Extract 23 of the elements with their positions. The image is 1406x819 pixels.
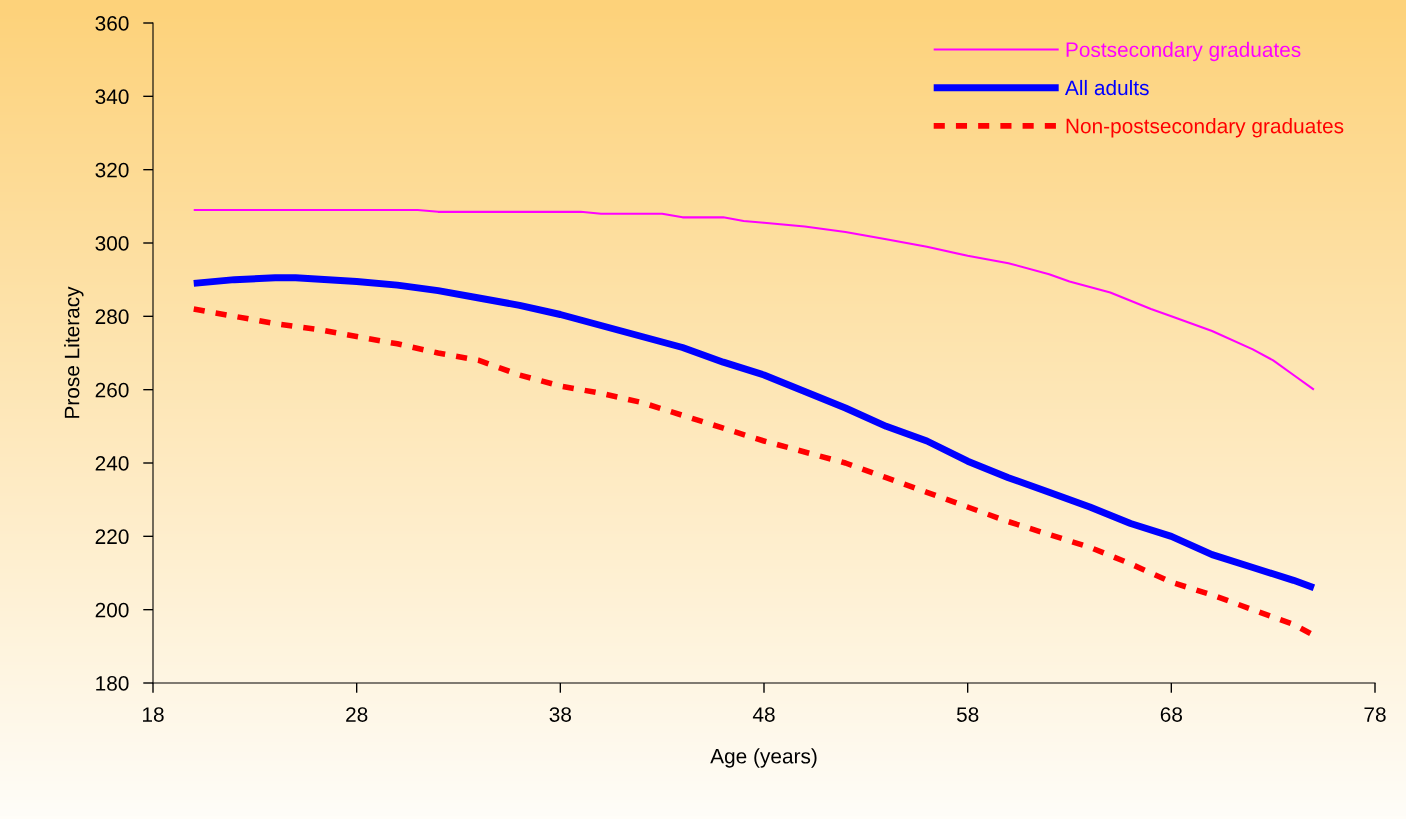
line-series <box>192 208 1315 391</box>
y-tick-label: 360 <box>95 16 129 31</box>
text: Non-postsecondary graduates <box>1066 118 1344 138</box>
y-tick-label: 340 <box>95 89 129 105</box>
x-tick-label: 48 <box>752 707 775 722</box>
x-tick-label: 58 <box>956 707 979 722</box>
x-tick-label: 38 <box>549 707 572 722</box>
y-tick-label: 240 <box>95 456 129 471</box>
y-axis-title: Prose Literacy <box>64 286 84 418</box>
y-tick-label: 280 <box>95 309 129 325</box>
y-tick-label: 200 <box>95 602 129 618</box>
x-axis-title: Age (years) <box>710 748 817 768</box>
x-tick-label: 18 <box>143 707 164 722</box>
y-tick-label: 300 <box>95 236 129 251</box>
y-tick-label: 180 <box>96 676 129 691</box>
x-tick-label: 68 <box>1160 707 1183 722</box>
text: Postsecondary graduates <box>1066 41 1301 62</box>
x-tick-label: 28 <box>346 707 368 722</box>
y-tick-label: 260 <box>95 382 129 398</box>
y-tick-label: 220 <box>95 529 129 545</box>
x-tick-label: 78 <box>1364 707 1386 722</box>
text: All adults <box>1064 79 1149 96</box>
y-tick-label: 320 <box>95 162 129 178</box>
